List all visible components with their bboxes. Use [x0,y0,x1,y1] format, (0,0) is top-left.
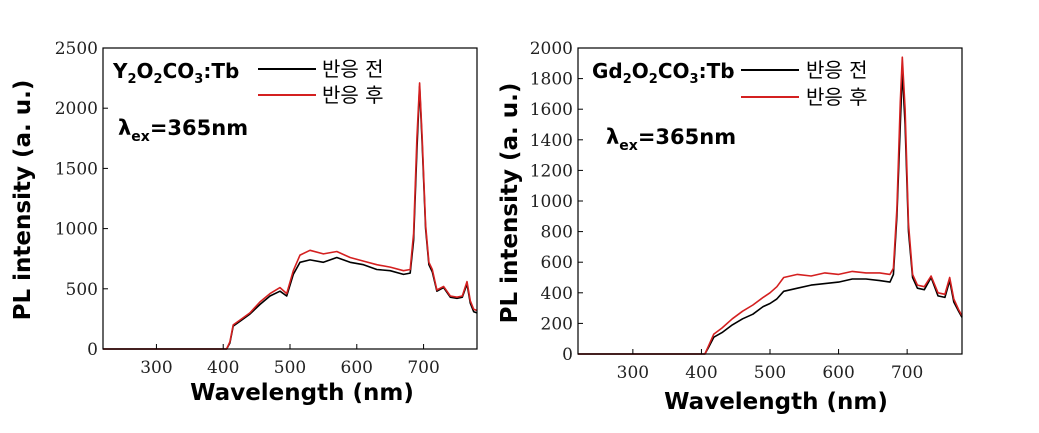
y-tick-label: 2000 [530,39,573,59]
y-tick-label: 500 [66,280,98,300]
y-tick-label: 2000 [55,99,98,119]
y-tick-label: 1200 [530,161,573,181]
y-tick-label: 1500 [55,159,98,179]
series-line-after [103,82,478,350]
y-tick-label: 1400 [530,131,573,151]
chart-panel-2: 300 400 500 600 700 0 200 400 600 800 1000 1200 1400… [497,39,963,415]
y-tick-label: 1000 [530,192,573,212]
series-line-before [578,70,963,355]
y-tick-label: 200 [541,314,573,334]
excitation-label: λex=365nm [606,125,736,154]
y-tick-label: 600 [541,253,573,273]
x-tick-label: 300 [140,358,172,378]
x-tick-label: 700 [891,363,923,383]
x-tick-label: 400 [207,358,239,378]
x-axis-title: Wavelength (nm) [664,389,888,415]
x-tick-label: 600 [341,358,373,378]
y-tick-label: 400 [541,284,573,304]
y-tick-label: 800 [541,223,573,243]
x-tick-label: 400 [685,363,717,383]
y-tick-label: 1800 [530,70,573,90]
sample-label: Gd2O2CO3:Tb [592,59,735,87]
x-tick-label: 500 [274,358,306,378]
y-tick-label: 0 [87,340,98,360]
legend-label-before: 반응 전 [322,57,384,81]
y-tick-label: 0 [562,345,573,365]
y-tick-label: 1000 [55,220,98,240]
x-tick-label: 500 [754,363,786,383]
legend-label-before: 반응 전 [806,58,868,82]
y-axis-title: PL intensity (a. u.) [497,83,523,324]
series-line-after [578,56,963,355]
x-tick-label: 300 [617,363,649,383]
x-axis-title: Wavelength (nm) [190,380,414,406]
legend-label-after: 반응 후 [806,85,868,109]
y-tick-label: 1600 [530,100,573,120]
y-axis-title: PL intensity (a. u.) [10,80,36,321]
chart-panel-1: 300 400 500 600 700 0 500 1000 1500 2000 2500 Wavel… [10,39,478,406]
legend-label-after: 반응 후 [322,83,384,107]
plot-frame [102,47,478,350]
x-tick-label: 700 [407,358,439,378]
sample-label: Y2O2CO3:Tb [112,59,239,87]
excitation-label: λex=365nm [118,116,248,145]
y-tick-label: 2500 [55,39,98,59]
series-line-before [103,85,478,350]
x-tick-label: 600 [822,363,854,383]
